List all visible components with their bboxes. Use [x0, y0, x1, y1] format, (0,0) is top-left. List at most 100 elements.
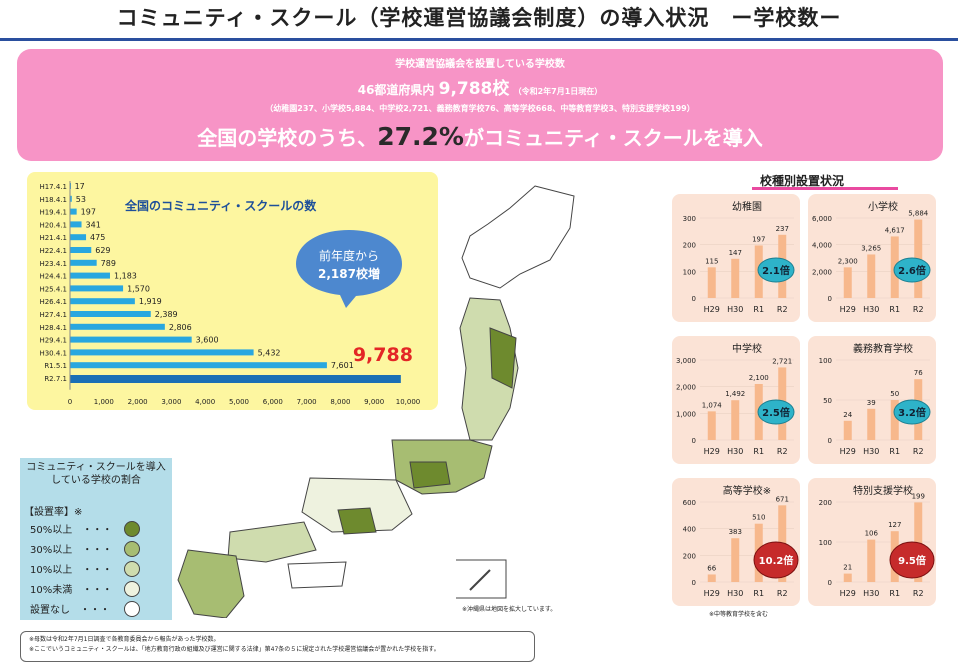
banner-rate: 27.2% — [377, 122, 464, 151]
mini-y-tick: 200 — [819, 499, 832, 507]
mini-x-tick: H29 — [704, 589, 720, 598]
mini-x-tick: H30 — [863, 305, 879, 314]
mini-y-tick: 100 — [683, 268, 696, 276]
mini-bar-label: 2,721 — [772, 357, 792, 365]
bubble-shape — [296, 230, 402, 308]
mini-bar-label: 199 — [912, 492, 925, 500]
bar — [70, 375, 401, 383]
mini-bar — [843, 420, 852, 440]
bar-value-label: 17 — [75, 182, 85, 191]
mini-y-tick: 0 — [828, 437, 832, 445]
bar-value-label: 2,806 — [169, 323, 192, 332]
y-tick-label: H20.4.1 — [39, 221, 67, 229]
y-tick-label: H30.4.1 — [39, 349, 67, 357]
map-legend-panel — [20, 458, 172, 620]
bar — [70, 234, 87, 241]
growth-badge-label: 9.5倍 — [898, 554, 926, 567]
x-tick-label: 1,000 — [94, 398, 114, 406]
y-tick-label: H18.4.1 — [39, 196, 67, 204]
mini-bar — [707, 411, 716, 440]
bar — [70, 259, 97, 266]
mini-bar — [867, 539, 876, 582]
mini-bar — [707, 267, 716, 298]
legend-title: コミュニティ・スクールを導入している学校の割合 — [26, 462, 166, 486]
bar — [70, 272, 110, 279]
growth-badge — [753, 541, 799, 579]
mini-bar-label: 39 — [867, 399, 876, 407]
mini-bar-label: 21 — [843, 564, 852, 572]
mini-bar-label: 2,300 — [838, 257, 858, 265]
mini-x-tick: H29 — [840, 589, 856, 598]
y-tick-label: R1.5.1 — [44, 362, 67, 370]
bar — [70, 298, 135, 305]
mini-x-tick: R2 — [913, 305, 924, 314]
bar — [70, 311, 151, 317]
mini-bar-label: 237 — [776, 225, 789, 233]
japan-map — [177, 185, 575, 618]
banner-date: （令和2年7月1日現在） — [513, 87, 603, 96]
y-tick-label: H19.4.1 — [39, 209, 67, 217]
banner-total: 9,788校 — [438, 79, 510, 99]
map-kyushu — [177, 549, 245, 618]
footnote-1: ※母数は令和2年7月1日調査で各教育委員会から報告があった学校数。 — [29, 636, 220, 643]
mini-bar-label: 147 — [729, 249, 742, 257]
mini-chart-title: 高等学校※ — [723, 484, 771, 497]
mini-x-tick: R1 — [889, 305, 900, 314]
map-okinawa-frame — [456, 559, 507, 599]
bar — [70, 221, 82, 228]
y-tick-label: H26.4.1 — [39, 298, 67, 306]
bar-value-label: 629 — [95, 246, 110, 255]
mini-x-tick: R2 — [913, 447, 924, 456]
banner-rate-line: 全国の学校のうち、27.2%がコミュニティ・スクールを導入 — [17, 122, 943, 151]
map-kinki — [301, 477, 413, 533]
mini-x-tick: R1 — [753, 589, 764, 598]
mini-x-tick: H29 — [704, 447, 720, 456]
mini-x-tick: H30 — [727, 447, 743, 456]
growth-badge-label: 2.5倍 — [762, 406, 790, 419]
legend-item-30: 30%以上 ・・・ — [30, 541, 140, 559]
mini-chart-junior-high: 中学校 0 1,000 2,000 3,000 1,074 H29 1,492 H30 2,100… — [676, 342, 795, 456]
mini-y-tick: 2,000 — [812, 268, 832, 276]
mini-y-tick: 2,000 — [676, 384, 696, 392]
mini-bar — [731, 400, 740, 440]
mini-x-tick: R2 — [777, 305, 788, 314]
legend-item-50: 50%以上 ・・・ — [30, 521, 140, 539]
mini-y-tick: 4,000 — [812, 242, 832, 250]
y-tick-label: H22.4.1 — [39, 247, 67, 255]
legend-swatch — [124, 601, 140, 617]
mini-y-tick: 0 — [828, 295, 832, 303]
x-tick-label: 8,000 — [330, 398, 350, 406]
mini-x-tick: H30 — [727, 305, 743, 314]
bubble-line1: 前年度から — [319, 248, 379, 263]
bar — [70, 285, 124, 292]
legend-swatch — [124, 541, 140, 557]
legend-item-label: 10%未満 ・・・ — [30, 585, 113, 596]
bar-value-label: 2,389 — [155, 310, 178, 319]
legend-swatch — [124, 521, 140, 537]
mini-chart-title: 義務教育学校 — [853, 342, 913, 355]
mini-y-tick: 0 — [828, 579, 832, 587]
bar-value-label: 475 — [90, 233, 105, 242]
mini-bar — [867, 254, 876, 298]
y-tick-label: H25.4.1 — [39, 285, 67, 293]
mini-chart-note: ※中等教育学校を含む — [709, 611, 769, 618]
mini-y-tick: 0 — [692, 579, 696, 587]
map-shikoku — [287, 561, 347, 589]
x-tick-label: 0 — [68, 398, 72, 406]
banner-rate-prefix: 全国の学校のうち、 — [197, 126, 378, 150]
mini-y-tick: 200 — [683, 552, 696, 560]
legend-swatch — [124, 581, 140, 597]
x-tick-label: 7,000 — [297, 398, 317, 406]
growth-badge — [893, 399, 931, 425]
growth-badge — [757, 257, 795, 283]
legend-item-label: 10%以上 ・・・ — [30, 565, 113, 576]
y-tick-label: H27.4.1 — [39, 311, 67, 319]
mini-y-tick: 100 — [819, 539, 832, 547]
bar — [70, 247, 92, 253]
mini-chart-high-school: 高等学校※ 0 200 400 600 66 H29 383 H30 510 R1 671 R2 10.2… — [683, 484, 799, 598]
growth-badge — [757, 399, 795, 425]
bar-value-label: 341 — [86, 220, 101, 229]
mini-y-tick: 100 — [819, 357, 832, 365]
mini-chart-title: 幼稚園 — [732, 200, 762, 213]
growth-badge-label: 10.2倍 — [759, 554, 794, 567]
